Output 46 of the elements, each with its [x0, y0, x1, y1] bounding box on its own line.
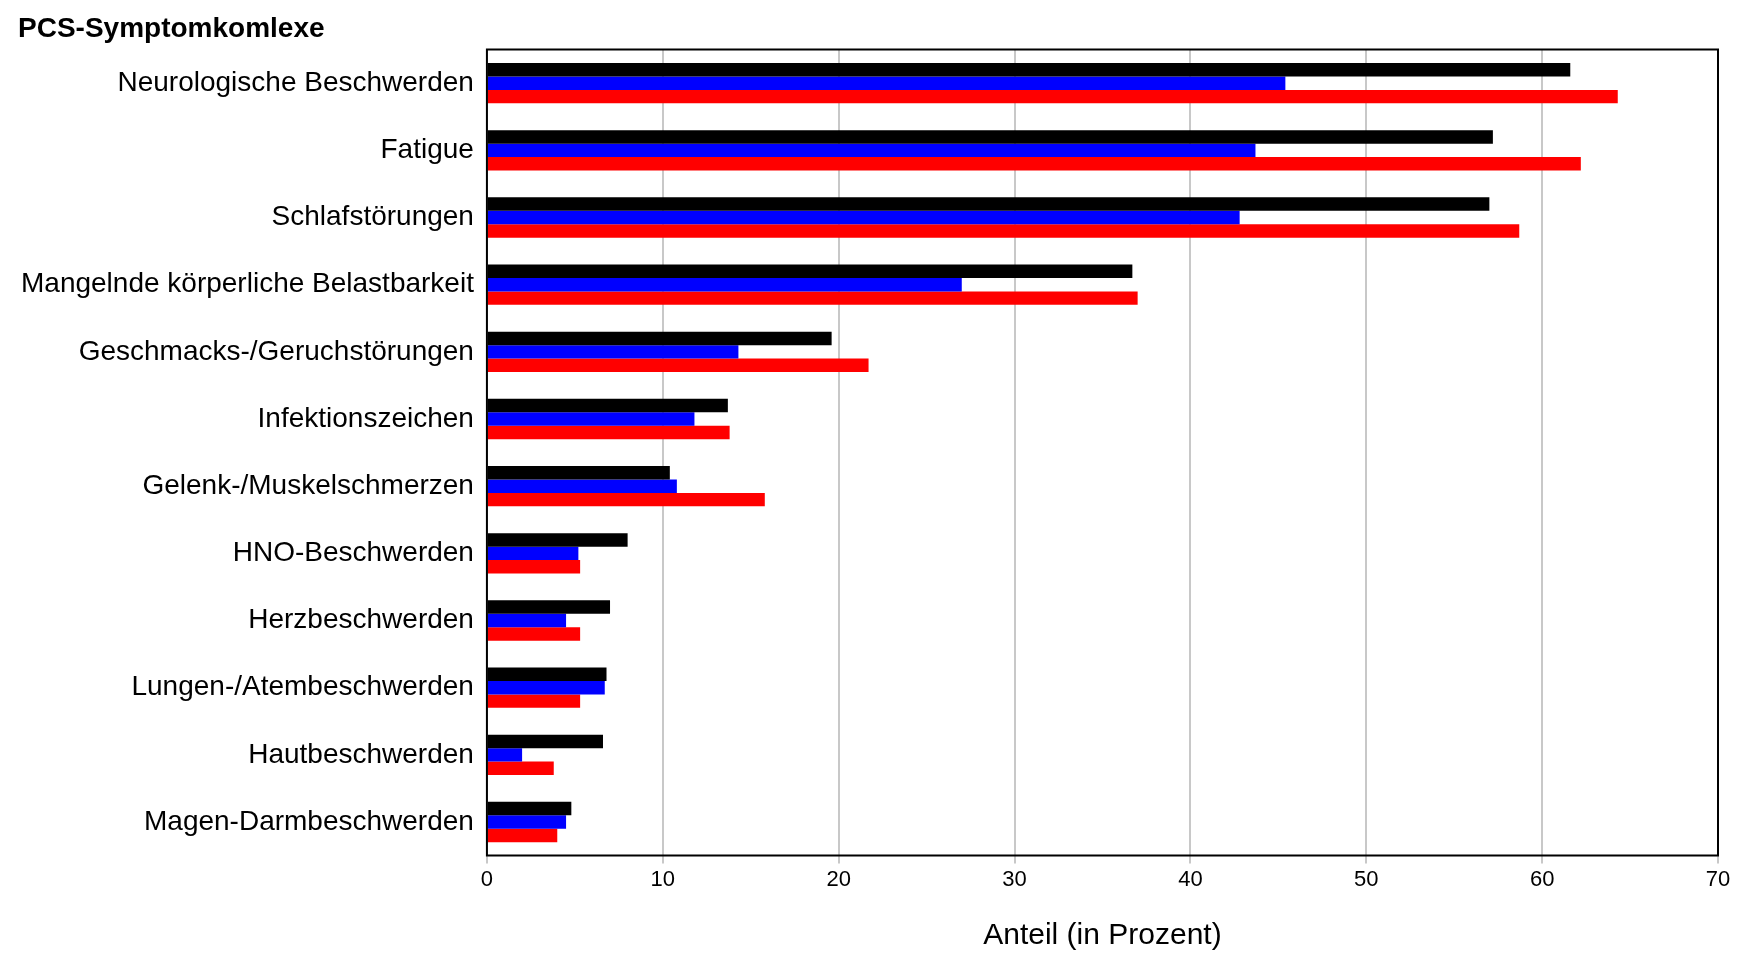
- y-tick-label: Geschmacks-/Geruchstörungen: [78, 334, 474, 366]
- x-tick-label: 40: [1178, 865, 1203, 891]
- bar: [487, 157, 1581, 171]
- bar: [487, 761, 554, 775]
- bar: [487, 425, 730, 440]
- x-tick-label: 50: [1354, 865, 1379, 891]
- y-tick-label: Neurologische Beschwerden: [117, 65, 474, 97]
- bar: [487, 143, 1256, 158]
- bar: [487, 627, 581, 641]
- y-tick-label: Lungen-/Atembeschwerden: [131, 670, 474, 702]
- x-tick-label: 0: [480, 865, 494, 891]
- bar: [487, 412, 695, 426]
- x-tick-label: 10: [650, 865, 676, 891]
- bar: [487, 546, 579, 561]
- bar: [487, 358, 869, 372]
- bar: [487, 680, 605, 695]
- bar: [487, 613, 567, 628]
- x-tick-label: 30: [1002, 865, 1027, 891]
- y-tick-label: Hautbeschwerden: [248, 737, 474, 769]
- bar: [487, 210, 1240, 225]
- bar: [487, 815, 567, 829]
- y-tick-label: Schlafstörungen: [271, 200, 474, 232]
- y-tick-label: Magen-Darmbeschwerden: [143, 804, 474, 836]
- x-tick-label: 60: [1529, 865, 1555, 891]
- y-tick-label: HNO-Beschwerden: [232, 536, 474, 568]
- bar: [487, 76, 1286, 90]
- bar: [487, 345, 739, 359]
- y-tick-label: Herzbeschwerden: [248, 603, 474, 635]
- x-axis-title: Anteil (in Prozent): [983, 917, 1222, 951]
- bar: [487, 748, 523, 762]
- bar: [487, 828, 558, 843]
- x-tick-label: 20: [826, 865, 851, 891]
- y-tick-label: Mangelnde körperliche Belastbarkeit: [21, 267, 475, 299]
- bar: [487, 694, 581, 708]
- bar: [487, 479, 677, 493]
- bar: [487, 492, 765, 507]
- y-tick-label: Infektionszeichen: [257, 401, 474, 433]
- x-tick-label: 70: [1705, 865, 1731, 891]
- bar: [487, 89, 1618, 104]
- bar: [487, 291, 1138, 305]
- bar: [487, 560, 581, 574]
- y-tick-label: Gelenk-/Muskelschmerzen: [142, 468, 474, 500]
- y-tick-label: Fatigue: [380, 133, 474, 165]
- bar: [487, 224, 1520, 238]
- bar: [487, 277, 962, 292]
- text: PCS-Symptomkomlexe: [18, 11, 325, 43]
